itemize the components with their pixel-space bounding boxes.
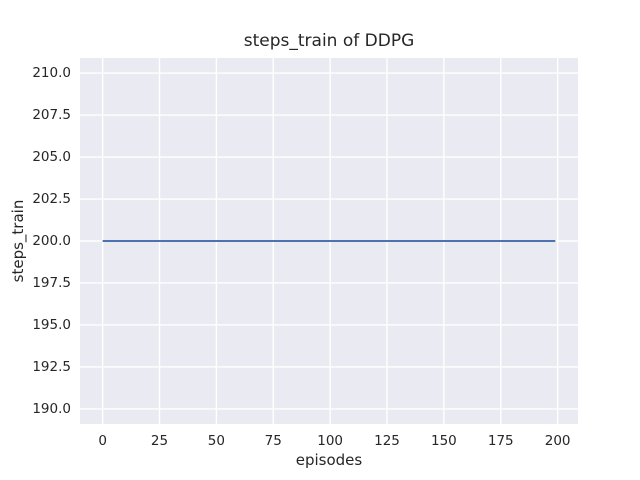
x-tick-label: 175 bbox=[487, 433, 514, 449]
y-tick-label: 210.0 bbox=[32, 65, 71, 82]
y-tick-label: 202.5 bbox=[32, 191, 71, 208]
x-tick-label: 200 bbox=[544, 433, 571, 449]
x-tick-label: 25 bbox=[150, 433, 169, 449]
y-axis-label: steps_train bbox=[9, 199, 27, 283]
y-tick-label: 190.0 bbox=[32, 400, 71, 417]
x-tick-label: 100 bbox=[317, 433, 344, 449]
x-tick-label: 75 bbox=[264, 433, 282, 449]
y-tick-label: 200.0 bbox=[32, 233, 71, 249]
axes bbox=[80, 58, 578, 424]
y-tick-label: 197.5 bbox=[32, 274, 71, 291]
y-tick-label: 205.0 bbox=[32, 149, 71, 166]
x-tick-label: 150 bbox=[430, 433, 457, 449]
plot-canvas bbox=[80, 58, 578, 424]
chart-title: steps_train of DDPG bbox=[243, 31, 415, 51]
y-tick-label: 207.5 bbox=[32, 107, 71, 124]
x-tick-label: 0 bbox=[98, 433, 107, 449]
y-tick-label: 192.5 bbox=[32, 358, 71, 375]
x-tick-label: 50 bbox=[207, 433, 225, 449]
y-tick-label: 195.0 bbox=[32, 316, 71, 333]
x-tick-label: 125 bbox=[374, 433, 400, 449]
x-axis-label: episodes bbox=[295, 451, 363, 469]
